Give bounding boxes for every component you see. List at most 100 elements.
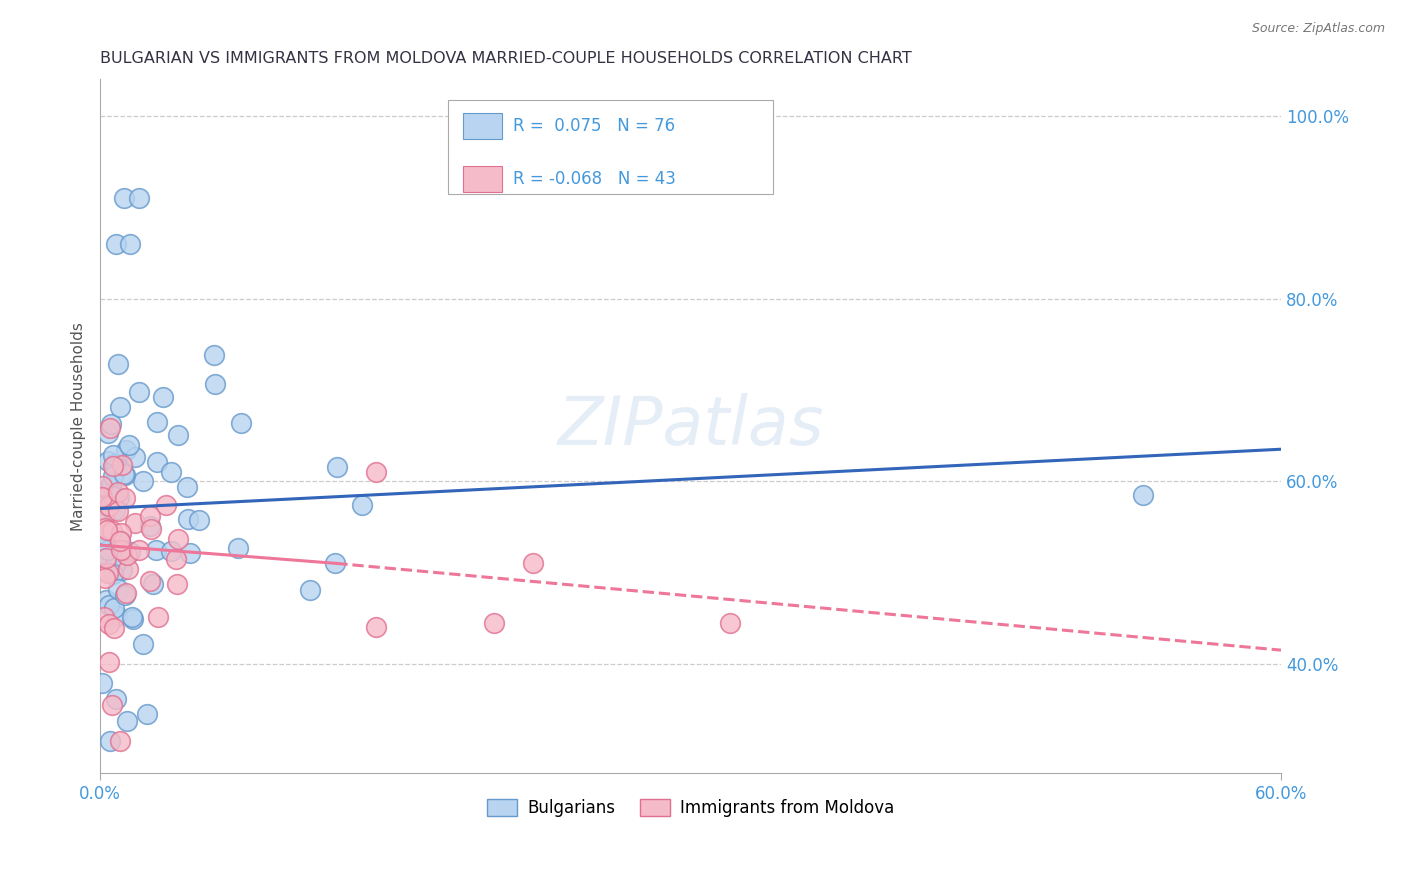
Point: [166, 577, 188, 591]
Point: [111, 458, 134, 472]
Point: [128, 543, 150, 558]
Point: [114, 491, 136, 505]
Point: [124, 450, 146, 464]
Point: [323, 556, 346, 570]
Point: [105, 691, 128, 706]
Point: [105, 608, 128, 623]
Point: [101, 524, 124, 539]
Point: [146, 610, 169, 624]
Point: [93, 547, 115, 561]
Point: [115, 714, 138, 728]
Point: [101, 458, 124, 473]
Point: [97, 542, 120, 557]
Point: [101, 566, 124, 581]
Point: [108, 734, 131, 748]
Point: [152, 390, 174, 404]
Point: [298, 583, 321, 598]
Point: [100, 477, 122, 491]
Point: [103, 457, 125, 471]
Point: [110, 543, 132, 558]
Point: [229, 416, 252, 430]
Y-axis label: Married-couple Households: Married-couple Households: [72, 322, 86, 531]
Point: [118, 437, 141, 451]
Point: [101, 698, 124, 712]
Point: [160, 544, 183, 558]
Point: [118, 236, 141, 251]
Point: [96, 549, 118, 564]
Point: [179, 546, 201, 560]
Point: [103, 469, 125, 483]
Point: [100, 501, 122, 516]
Point: [167, 533, 190, 547]
Point: [139, 508, 162, 523]
Point: [101, 489, 124, 503]
Point: [160, 465, 183, 479]
Point: [94, 593, 117, 607]
Point: [107, 504, 129, 518]
Point: [136, 707, 159, 722]
Point: [103, 621, 125, 635]
Point: [91, 490, 114, 504]
Point: [97, 566, 120, 581]
Point: [96, 523, 118, 537]
Point: [98, 598, 121, 612]
Point: [98, 499, 121, 513]
Point: [114, 588, 136, 602]
Text: Source: ZipAtlas.com: Source: ZipAtlas.com: [1251, 22, 1385, 36]
Point: [111, 563, 134, 577]
Point: [350, 499, 373, 513]
Point: [103, 600, 125, 615]
Point: [100, 485, 122, 500]
Point: [100, 417, 122, 431]
Point: [115, 548, 138, 562]
Point: [155, 498, 177, 512]
Point: [1132, 488, 1154, 502]
Point: [132, 637, 155, 651]
Point: [91, 488, 114, 502]
Point: [107, 357, 129, 371]
Point: [138, 574, 160, 589]
Point: [96, 454, 118, 468]
Point: [115, 443, 138, 458]
Point: [107, 485, 129, 500]
Point: [132, 474, 155, 488]
Point: [364, 620, 387, 634]
Text: R =  0.075   N = 76: R = 0.075 N = 76: [513, 117, 675, 135]
Point: [115, 586, 138, 600]
Point: [101, 448, 124, 462]
Point: [108, 533, 131, 548]
Point: [108, 533, 131, 547]
Point: [202, 348, 225, 362]
Point: [139, 519, 162, 533]
Point: [93, 508, 115, 523]
Point: [112, 191, 135, 205]
Point: [226, 541, 249, 555]
Point: [167, 427, 190, 442]
Point: [108, 401, 131, 415]
Point: [107, 582, 129, 596]
Point: [114, 467, 136, 482]
Point: [98, 734, 121, 748]
Point: [93, 610, 115, 624]
Point: [187, 513, 209, 527]
Point: [91, 479, 114, 493]
Point: [718, 615, 741, 630]
Point: [96, 550, 118, 565]
Point: [94, 536, 117, 550]
Point: [326, 459, 349, 474]
Point: [94, 527, 117, 541]
Point: [139, 522, 162, 536]
Point: [128, 384, 150, 399]
Legend: Bulgarians, Immigrants from Moldova: Bulgarians, Immigrants from Moldova: [481, 793, 901, 824]
Text: ZIPatlas: ZIPatlas: [557, 393, 824, 459]
Point: [128, 191, 150, 205]
Point: [108, 490, 131, 504]
Text: BULGARIAN VS IMMIGRANTS FROM MOLDOVA MARRIED-COUPLE HOUSEHOLDS CORRELATION CHART: BULGARIAN VS IMMIGRANTS FROM MOLDOVA MAR…: [100, 51, 912, 66]
Point: [146, 455, 169, 469]
Point: [522, 557, 544, 571]
Point: [97, 425, 120, 440]
Point: [91, 516, 114, 531]
Point: [112, 467, 135, 482]
Point: [364, 465, 387, 479]
Point: [176, 480, 198, 494]
